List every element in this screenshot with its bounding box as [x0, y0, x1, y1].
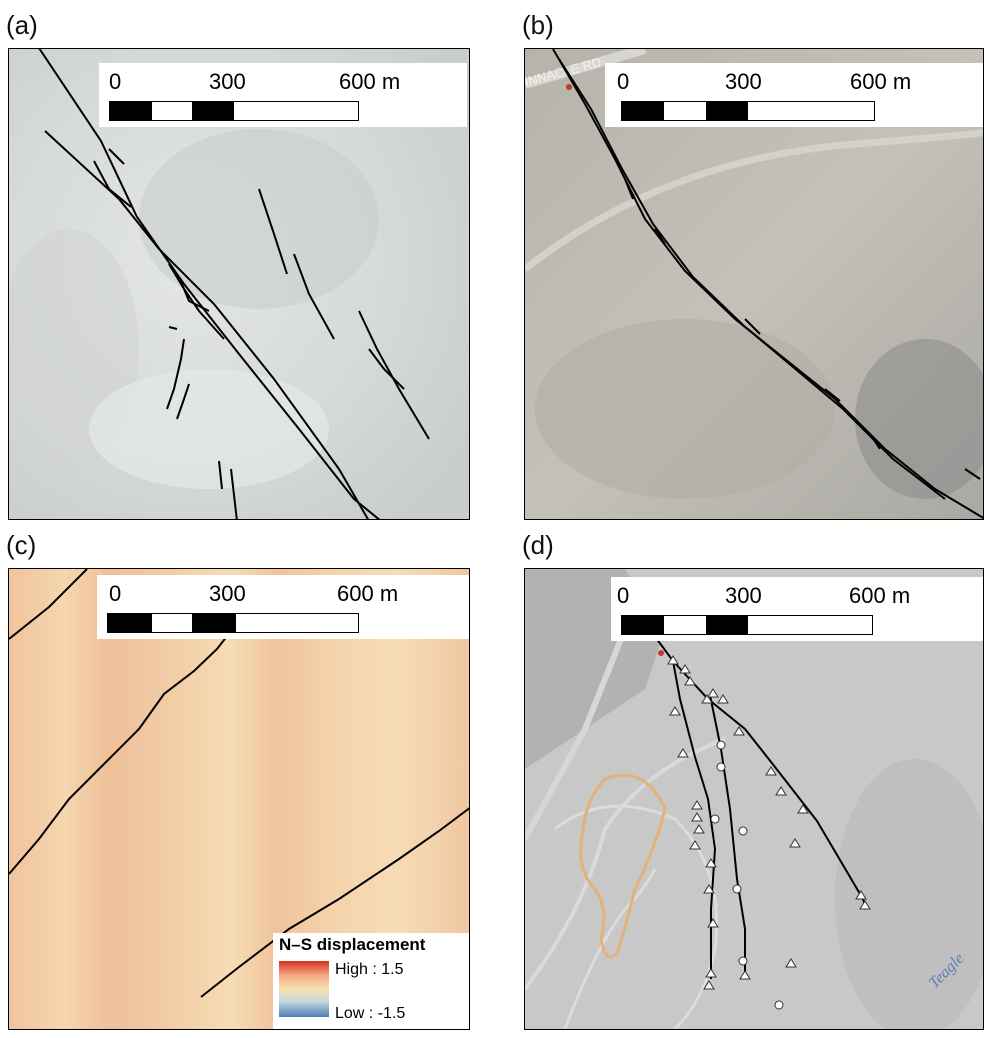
panel-d-label: (d) [522, 530, 554, 560]
scale-bar-b: 0 300 600 m [605, 63, 983, 127]
scale-tick-0: 0 [617, 583, 630, 608]
scale-tick-600: 600 m [850, 69, 912, 94]
scale-tick-300: 300 [209, 69, 246, 94]
panel-c-label: (c) [6, 530, 37, 560]
legend-color-ramp [279, 961, 329, 1017]
circle-markers [710, 740, 784, 1010]
scale-tick-0: 0 [109, 69, 122, 94]
scale-bar-graphic [107, 613, 359, 633]
orange-contour [579, 773, 667, 959]
fault-traces-b [552, 49, 983, 519]
scale-tick-300: 300 [725, 69, 762, 94]
displacement-legend: N–S displacement High : 1.5 Low : -1.5 [273, 933, 469, 1029]
scale-bar-graphic [621, 101, 875, 121]
scale-tick-600: 600 m [339, 69, 401, 94]
scale-tick-300: 300 [209, 581, 246, 606]
fault-traces-a [38, 49, 430, 519]
scale-bar-d: 0 300 600 m [611, 577, 983, 641]
scale-bar-a: 0 300 600 m [99, 63, 467, 127]
fault-traces-d [619, 588, 866, 979]
scale-tick-600: 600 m [849, 583, 911, 608]
panel-a-imagery [9, 49, 469, 519]
scale-tick-0: 0 [617, 69, 630, 94]
fault-traces-c [9, 569, 469, 998]
scale-tick-0: 0 [109, 581, 122, 606]
panel-b-imagery: PINNACLE RD [525, 49, 983, 519]
scale-bar-graphic [621, 615, 873, 635]
triangle-markers [614, 584, 871, 990]
panel-c-map: 0 300 600 m N–S displacement High : 1.5 … [8, 568, 470, 1030]
panel-a-label: (a) [6, 10, 38, 40]
panel-b-label: (b) [522, 10, 554, 40]
scale-tick-300: 300 [725, 583, 762, 608]
legend-title: N–S displacement [279, 935, 426, 954]
panel-b-map: PINNACLE RD 0 300 600 m [524, 48, 984, 520]
scale-bar-graphic [109, 101, 359, 121]
legend-low-label: Low : -1.5 [335, 1005, 406, 1022]
legend-high-label: High : 1.5 [335, 961, 404, 978]
panel-a-map: 0 300 600 m [8, 48, 470, 520]
scale-tick-600: 600 m [337, 581, 399, 606]
scale-bar-c: 0 300 600 m [97, 575, 469, 639]
panel-d-map: Teagle 0 300 600 m [524, 568, 984, 1030]
